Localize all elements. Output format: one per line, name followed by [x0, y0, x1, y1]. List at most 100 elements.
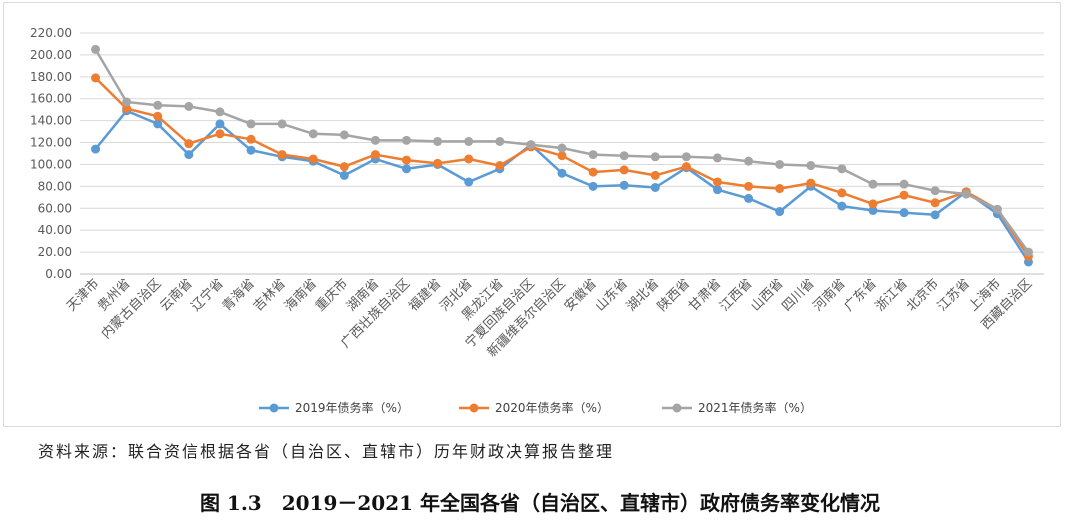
series-3-point — [277, 119, 287, 129]
y-tick-label: 40.00 — [38, 223, 72, 237]
legend-marker-1 — [269, 403, 279, 413]
series-3-point — [744, 156, 754, 166]
series-1-point — [619, 180, 629, 190]
x-category-label: 江西省 — [717, 276, 755, 314]
series-3-point — [246, 119, 256, 129]
series-2-point — [868, 199, 878, 209]
series-2-point — [215, 129, 225, 139]
legend-label-2: 2020年债务率（%） — [495, 400, 609, 415]
series-3-point — [806, 161, 816, 171]
line-chart: 0.00 20.00 40.00 60.00 80.00 100.00 120.00 140.… — [30, 26, 1044, 415]
series-1-point — [650, 182, 660, 192]
x-category-label: 福建省 — [406, 276, 444, 314]
series-2-point — [837, 188, 847, 198]
x-category-label: 辽宁省 — [188, 276, 227, 315]
figure-caption: 图 1.3 2019－2021 年全国各省（自治区、直辖市）政府债务率变化情况 — [199, 491, 881, 515]
series-3-point — [122, 97, 132, 107]
series-3-point — [650, 152, 660, 162]
series-3-point — [899, 179, 909, 189]
x-category-label: 北京市 — [903, 276, 942, 315]
series-2-point — [370, 150, 380, 160]
y-tick-label: 0.00 — [45, 267, 72, 281]
series-1-point — [588, 181, 598, 191]
series-2-point — [930, 198, 940, 208]
x-category-label: 青海省 — [220, 276, 258, 314]
series-3-point — [91, 44, 101, 54]
series-3-point — [308, 129, 318, 139]
series-1-point — [246, 145, 256, 155]
series-3-point — [588, 150, 598, 160]
series-2-point — [557, 151, 567, 161]
chart-frame: 0.00 20.00 40.00 60.00 80.00 100.00 120.00 140.… — [3, 2, 1061, 427]
series-2-point — [744, 181, 754, 191]
series-1-point — [153, 119, 163, 129]
series-1-point — [775, 207, 785, 217]
series-2-point — [650, 170, 660, 180]
series-3-point — [215, 107, 225, 117]
y-tick-label: 20.00 — [38, 245, 72, 259]
series-1-point — [339, 170, 349, 180]
x-category-label: 陕西省 — [655, 276, 693, 314]
series-1-point — [744, 193, 754, 203]
x-category-label: 湖北省 — [624, 276, 662, 314]
series-2-point — [402, 155, 412, 165]
series-2-point — [619, 165, 629, 175]
series-2-point — [122, 104, 132, 114]
legend-marker-3 — [672, 403, 682, 413]
series-1-point — [464, 177, 474, 187]
x-category-label: 四川省 — [779, 276, 817, 314]
series-3-point — [370, 135, 380, 145]
series-2-point — [277, 150, 287, 160]
series-3-point — [433, 136, 443, 146]
series-3-point — [619, 151, 629, 161]
series-3-point — [495, 136, 505, 146]
series-1-point — [837, 201, 847, 211]
x-category-label: 海南省 — [281, 276, 320, 315]
source-note: 资料来源：联合资信根据各省（自治区、直辖市）历年财政决算报告整理 — [38, 442, 615, 461]
series-2-point — [184, 139, 194, 149]
x-category-label: 云南省 — [157, 276, 196, 315]
y-tick-label: 140.00 — [30, 114, 72, 128]
y-tick-label: 200.00 — [30, 48, 72, 62]
series-2-point — [588, 167, 598, 177]
series-3-point — [712, 153, 722, 163]
series-3-point — [153, 100, 163, 110]
series-1-point — [899, 208, 909, 218]
series-1-point — [557, 168, 567, 178]
y-tick-label: 60.00 — [38, 201, 72, 215]
series-1-point — [868, 205, 878, 215]
legend-marker-2 — [469, 403, 479, 413]
x-category-label: 安徽省 — [562, 276, 600, 314]
series-2-point — [433, 158, 443, 168]
series-2-point — [91, 73, 101, 83]
series-2-point — [308, 154, 318, 164]
series-3-point — [837, 164, 847, 174]
y-tick-label: 180.00 — [30, 70, 72, 84]
series-1-point — [930, 210, 940, 220]
series-2-point — [775, 184, 785, 194]
series-3-point — [961, 189, 971, 199]
series-1-point — [184, 150, 194, 160]
x-category-label: 浙江省 — [873, 276, 911, 314]
series-1-point — [215, 119, 225, 129]
series-2-point — [899, 190, 909, 200]
series-3-point — [992, 204, 1002, 214]
y-tick-label: 120.00 — [30, 136, 72, 150]
x-category-label: 吉林省 — [251, 276, 289, 314]
series-2-point — [712, 177, 722, 187]
x-category-label: 重庆市 — [312, 276, 351, 315]
series-3-point — [868, 179, 878, 189]
series-3-point — [930, 186, 940, 196]
x-category-label: 河南省 — [810, 276, 849, 315]
y-tick-label: 160.00 — [30, 92, 72, 106]
x-category-label: 天津市 — [63, 276, 102, 315]
y-tick-label: 220.00 — [30, 26, 72, 40]
series-3-point — [464, 136, 474, 146]
x-category-label: 广东省 — [842, 276, 880, 314]
series-2-point — [681, 162, 691, 172]
legend-label-1: 2019年债务率（%） — [295, 400, 409, 415]
series-3-point — [184, 101, 194, 111]
series-2-point — [806, 178, 816, 188]
series-1-point — [91, 144, 101, 154]
series-3-point — [775, 159, 785, 169]
